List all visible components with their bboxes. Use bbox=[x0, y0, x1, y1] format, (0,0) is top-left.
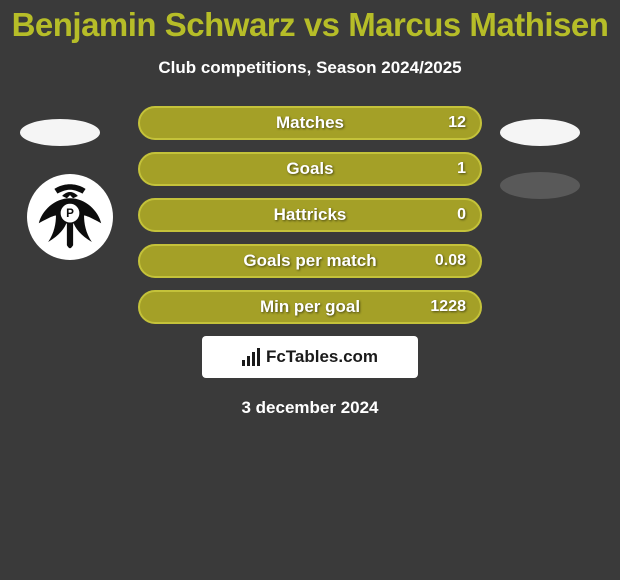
comparison-content: P Matches 12 Goals 1 Hattricks 0 Goals per mat… bbox=[0, 106, 620, 418]
stat-row: Matches 12 bbox=[138, 106, 482, 140]
infographic-date: 3 december 2024 bbox=[0, 398, 620, 418]
player-right-ellipse-2 bbox=[500, 172, 580, 199]
stat-label: Goals per match bbox=[243, 251, 376, 271]
stat-row: Goals per match 0.08 bbox=[138, 244, 482, 278]
bars-icon bbox=[242, 348, 260, 366]
svg-text:P: P bbox=[66, 207, 74, 220]
stat-row: Hattricks 0 bbox=[138, 198, 482, 232]
stat-row: Min per goal 1228 bbox=[138, 290, 482, 324]
stat-value: 0 bbox=[457, 206, 466, 224]
comparison-title: Benjamin Schwarz vs Marcus Mathisen bbox=[0, 0, 620, 44]
stat-row: Goals 1 bbox=[138, 152, 482, 186]
brand-text: FcTables.com bbox=[266, 347, 378, 367]
stat-label: Goals bbox=[286, 159, 333, 179]
stat-value: 12 bbox=[448, 114, 466, 132]
club-crest-left: P bbox=[27, 174, 113, 260]
stat-label: Matches bbox=[276, 113, 344, 133]
brand-box: FcTables.com bbox=[202, 336, 418, 378]
player-left-ellipse bbox=[20, 119, 100, 146]
stat-rows: Matches 12 Goals 1 Hattricks 0 Goals per match… bbox=[138, 106, 482, 324]
eagle-crest-icon: P bbox=[31, 178, 109, 256]
stat-label: Hattricks bbox=[274, 205, 347, 225]
stat-value: 1228 bbox=[430, 298, 466, 316]
stat-value: 1 bbox=[457, 160, 466, 178]
stat-label: Min per goal bbox=[260, 297, 360, 317]
stat-value: 0.08 bbox=[435, 252, 466, 270]
comparison-subtitle: Club competitions, Season 2024/2025 bbox=[0, 58, 620, 78]
player-right-ellipse bbox=[500, 119, 580, 146]
